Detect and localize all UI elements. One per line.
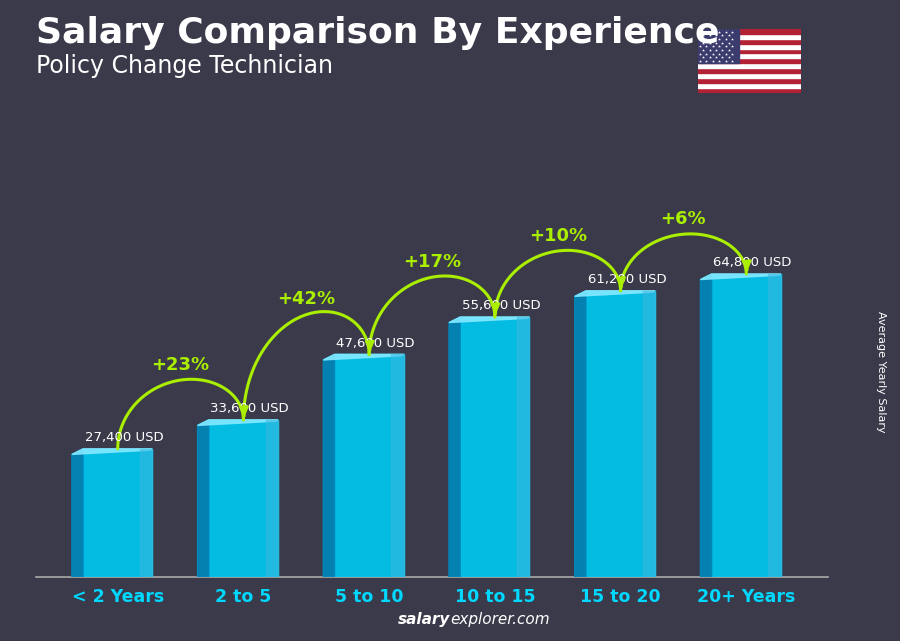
Bar [698, 44, 801, 49]
Bar [698, 58, 801, 63]
Bar [698, 49, 801, 53]
Polygon shape [323, 354, 335, 577]
Text: 27,400 USD: 27,400 USD [85, 431, 163, 444]
Text: +17%: +17% [403, 253, 461, 271]
Bar [698, 34, 801, 38]
Text: +6%: +6% [661, 210, 707, 228]
Text: salary: salary [398, 612, 450, 627]
Bar [698, 88, 801, 93]
Bar [698, 73, 801, 78]
Bar [586, 291, 655, 577]
Polygon shape [700, 274, 712, 577]
Bar [698, 38, 801, 44]
Text: +42%: +42% [277, 290, 336, 308]
Text: 64,800 USD: 64,800 USD [714, 256, 792, 269]
Bar [698, 53, 801, 58]
Polygon shape [449, 317, 529, 322]
Bar [83, 449, 152, 577]
Bar [643, 291, 655, 577]
Text: 55,600 USD: 55,600 USD [462, 299, 541, 312]
Polygon shape [575, 291, 586, 577]
Bar [266, 420, 278, 577]
Polygon shape [323, 354, 404, 360]
Bar [698, 78, 801, 83]
Text: Policy Change Technician: Policy Change Technician [36, 54, 333, 78]
Text: 47,600 USD: 47,600 USD [337, 337, 415, 349]
Text: +23%: +23% [151, 356, 210, 374]
Text: +10%: +10% [528, 227, 587, 245]
Polygon shape [72, 449, 83, 577]
Text: explorer.com: explorer.com [450, 612, 550, 627]
Bar [517, 317, 529, 577]
Bar [392, 354, 404, 577]
Bar [460, 317, 529, 577]
Polygon shape [700, 274, 781, 279]
Bar [335, 354, 404, 577]
Bar [712, 274, 781, 577]
Bar [698, 29, 801, 34]
Polygon shape [575, 291, 655, 296]
Bar [769, 274, 781, 577]
Text: 33,600 USD: 33,600 USD [211, 402, 289, 415]
Bar [698, 63, 801, 69]
Polygon shape [449, 317, 460, 577]
Text: Average Yearly Salary: Average Yearly Salary [877, 311, 886, 433]
Text: 61,200 USD: 61,200 USD [588, 273, 666, 286]
Bar [140, 449, 152, 577]
Polygon shape [197, 420, 209, 577]
Bar [698, 29, 739, 63]
Bar [698, 69, 801, 73]
Polygon shape [197, 420, 278, 426]
Text: Salary Comparison By Experience: Salary Comparison By Experience [36, 16, 719, 50]
Bar [209, 420, 278, 577]
Bar [698, 83, 801, 88]
Polygon shape [72, 449, 152, 454]
